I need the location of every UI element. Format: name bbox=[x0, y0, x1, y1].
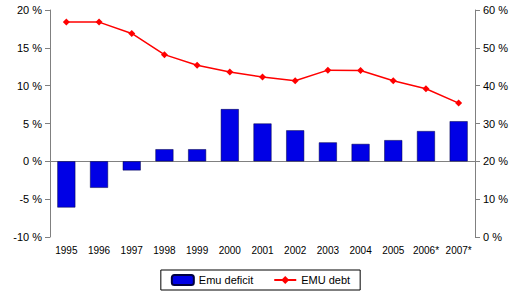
svg-text:20 %: 20 % bbox=[17, 4, 42, 16]
svg-text:2000: 2000 bbox=[219, 245, 242, 256]
svg-text:20 %: 20 % bbox=[483, 155, 508, 167]
svg-text:EMU debt: EMU debt bbox=[301, 274, 350, 286]
svg-text:-10 %: -10 % bbox=[13, 231, 42, 243]
svg-text:0 %: 0 % bbox=[23, 155, 42, 167]
svg-text:40 %: 40 % bbox=[483, 80, 508, 92]
svg-text:2002: 2002 bbox=[284, 245, 307, 256]
svg-text:1995: 1995 bbox=[55, 245, 78, 256]
svg-text:1999: 1999 bbox=[186, 245, 209, 256]
svg-text:30 %: 30 % bbox=[483, 118, 508, 130]
svg-text:0 %: 0 % bbox=[483, 231, 502, 243]
svg-text:2001: 2001 bbox=[251, 245, 274, 256]
svg-text:50 %: 50 % bbox=[483, 42, 508, 54]
svg-text:2006*: 2006* bbox=[413, 245, 439, 256]
svg-text:1997: 1997 bbox=[121, 245, 144, 256]
svg-text:2005: 2005 bbox=[382, 245, 405, 256]
svg-text:15 %: 15 % bbox=[17, 42, 42, 54]
svg-text:Emu deficit: Emu deficit bbox=[199, 274, 253, 286]
svg-text:5 %: 5 % bbox=[23, 118, 42, 130]
svg-text:1998: 1998 bbox=[153, 245, 176, 256]
svg-text:2003: 2003 bbox=[317, 245, 340, 256]
svg-text:60 %: 60 % bbox=[483, 4, 508, 16]
svg-text:-5 %: -5 % bbox=[19, 193, 42, 205]
svg-text:2004: 2004 bbox=[349, 245, 372, 256]
svg-text:1996: 1996 bbox=[88, 245, 111, 256]
svg-text:2007*: 2007* bbox=[446, 245, 472, 256]
svg-text:10 %: 10 % bbox=[483, 193, 508, 205]
svg-text:10 %: 10 % bbox=[17, 80, 42, 92]
